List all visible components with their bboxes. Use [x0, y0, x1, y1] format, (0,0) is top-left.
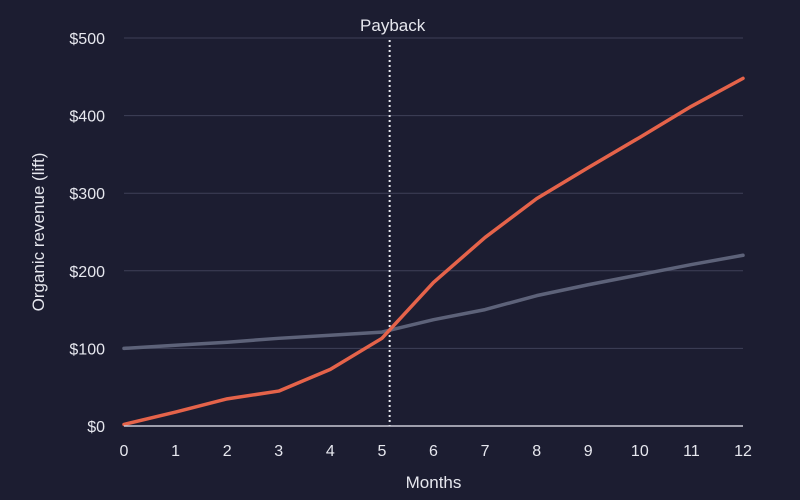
series-line-1 [122, 253, 745, 351]
y-tick-label: $200 [69, 264, 105, 281]
x-tick-labels: 0 1 2 3 4 5 6 7 8 9 10 11 12 [120, 443, 752, 460]
x-tick-label: 10 [631, 443, 649, 460]
y-tick-labels: $0 $100 $200 $300 $400 $500 [69, 31, 105, 436]
y-tick-label: $500 [69, 31, 105, 48]
x-tick-label: 6 [429, 443, 438, 460]
y-tick-label: $400 [69, 109, 105, 126]
x-tick-label: 2 [223, 443, 232, 460]
y-tick-label: $100 [69, 341, 105, 358]
payback-annotation: Payback [360, 16, 426, 426]
x-tick-label: 1 [171, 443, 180, 460]
x-tick-label: 5 [377, 443, 386, 460]
payback-label: Payback [360, 16, 426, 35]
x-axis-title: Months [406, 473, 462, 492]
x-tick-label: 12 [734, 443, 752, 460]
y-tick-label: $0 [87, 419, 105, 436]
y-axis-title: Organic revenue (lift) [29, 153, 48, 312]
x-tick-label: 7 [481, 443, 490, 460]
x-tick-label: 11 [683, 443, 700, 460]
gridlines [124, 37, 743, 349]
y-tick-label: $300 [69, 186, 105, 203]
x-tick-label: 3 [274, 443, 283, 460]
series-group [122, 76, 745, 427]
x-tick-label: 4 [326, 443, 335, 460]
x-tick-label: 9 [584, 443, 593, 460]
x-tick-label: 0 [120, 443, 129, 460]
series-line-2 [122, 76, 745, 427]
x-tick-label: 8 [532, 443, 541, 460]
